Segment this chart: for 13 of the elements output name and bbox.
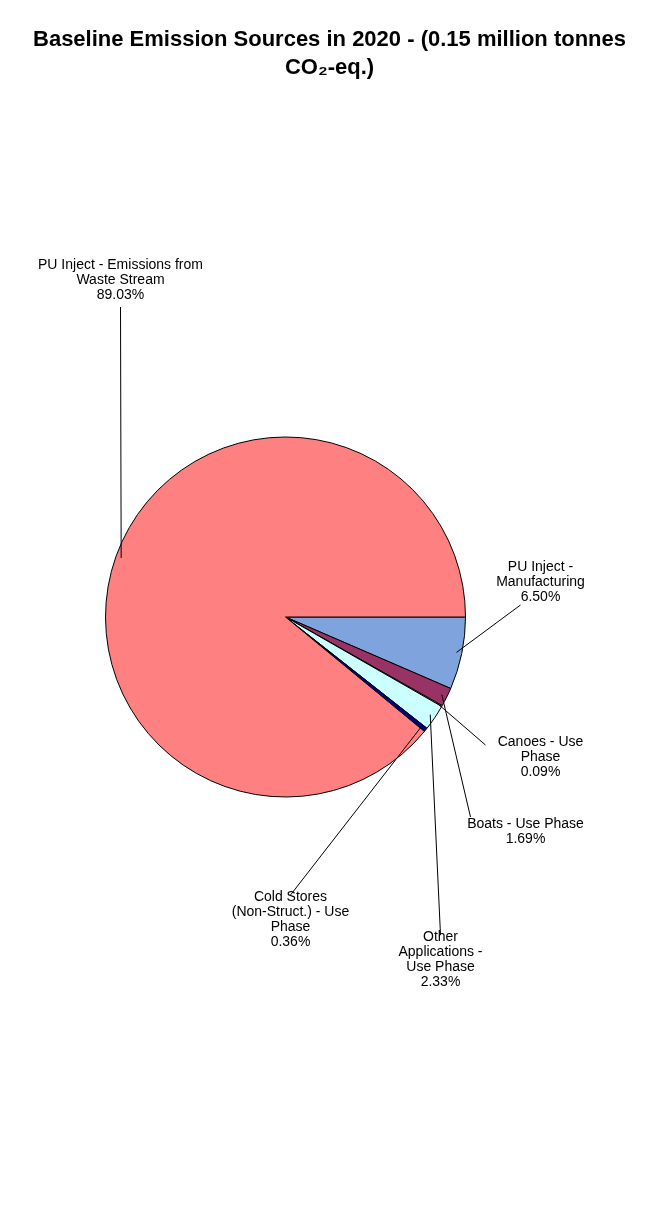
slice-label: Other Applications - Use Phase <box>398 928 483 975</box>
data-label: 1.69% <box>505 830 546 847</box>
slice-label: Boats - Use Phase <box>467 815 585 832</box>
slice-label: Canoes - Use Phase <box>497 732 584 764</box>
data-label: 89.03% <box>96 285 145 302</box>
data-label: 6.50% <box>520 587 561 604</box>
data-label: 2.33% <box>420 973 461 990</box>
slice-label: PU Inject - Emissions from Waste Stream <box>38 255 203 287</box>
slice-label: Cold Stores (Non-Struct.) - Use Phase <box>231 888 350 935</box>
data-label: 0.09% <box>520 762 561 779</box>
chart-title: Baseline Emission Sources in 2020 - (0.15 million tonnes CO₂-eq.) <box>33 26 626 80</box>
data-label: 0.36% <box>270 933 311 950</box>
slice-label: PU Inject - Manufacturing <box>496 557 585 589</box>
